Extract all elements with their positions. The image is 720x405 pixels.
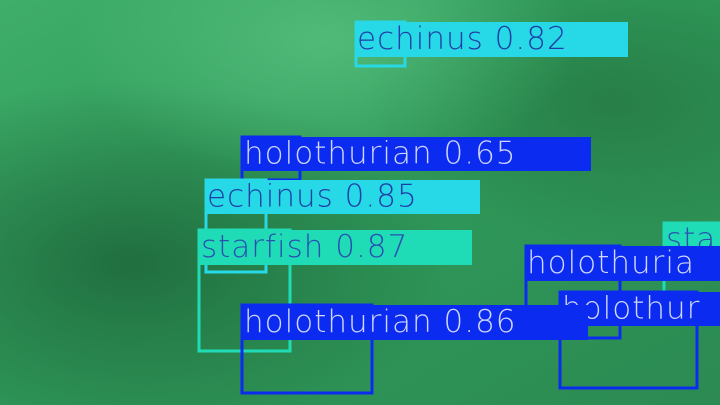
detection-label: holothurian 0.86	[244, 304, 517, 340]
detection-label: holothurian 0.65	[244, 136, 517, 172]
label-background	[199, 230, 472, 265]
label-background	[355, 22, 628, 57]
label-background	[525, 246, 720, 281]
detection-label: starfish 0.87	[201, 229, 408, 265]
detection-label: echinus 0.82	[357, 21, 568, 57]
label-background	[242, 305, 588, 340]
detection-label: holothuria	[527, 245, 695, 281]
label-background	[205, 180, 480, 214]
detections: echinus 0.82 holothurian 0.65 echinus 0.85…	[197, 20, 720, 395]
detection-label: echinus 0.85	[207, 179, 418, 215]
label-background	[242, 137, 591, 171]
